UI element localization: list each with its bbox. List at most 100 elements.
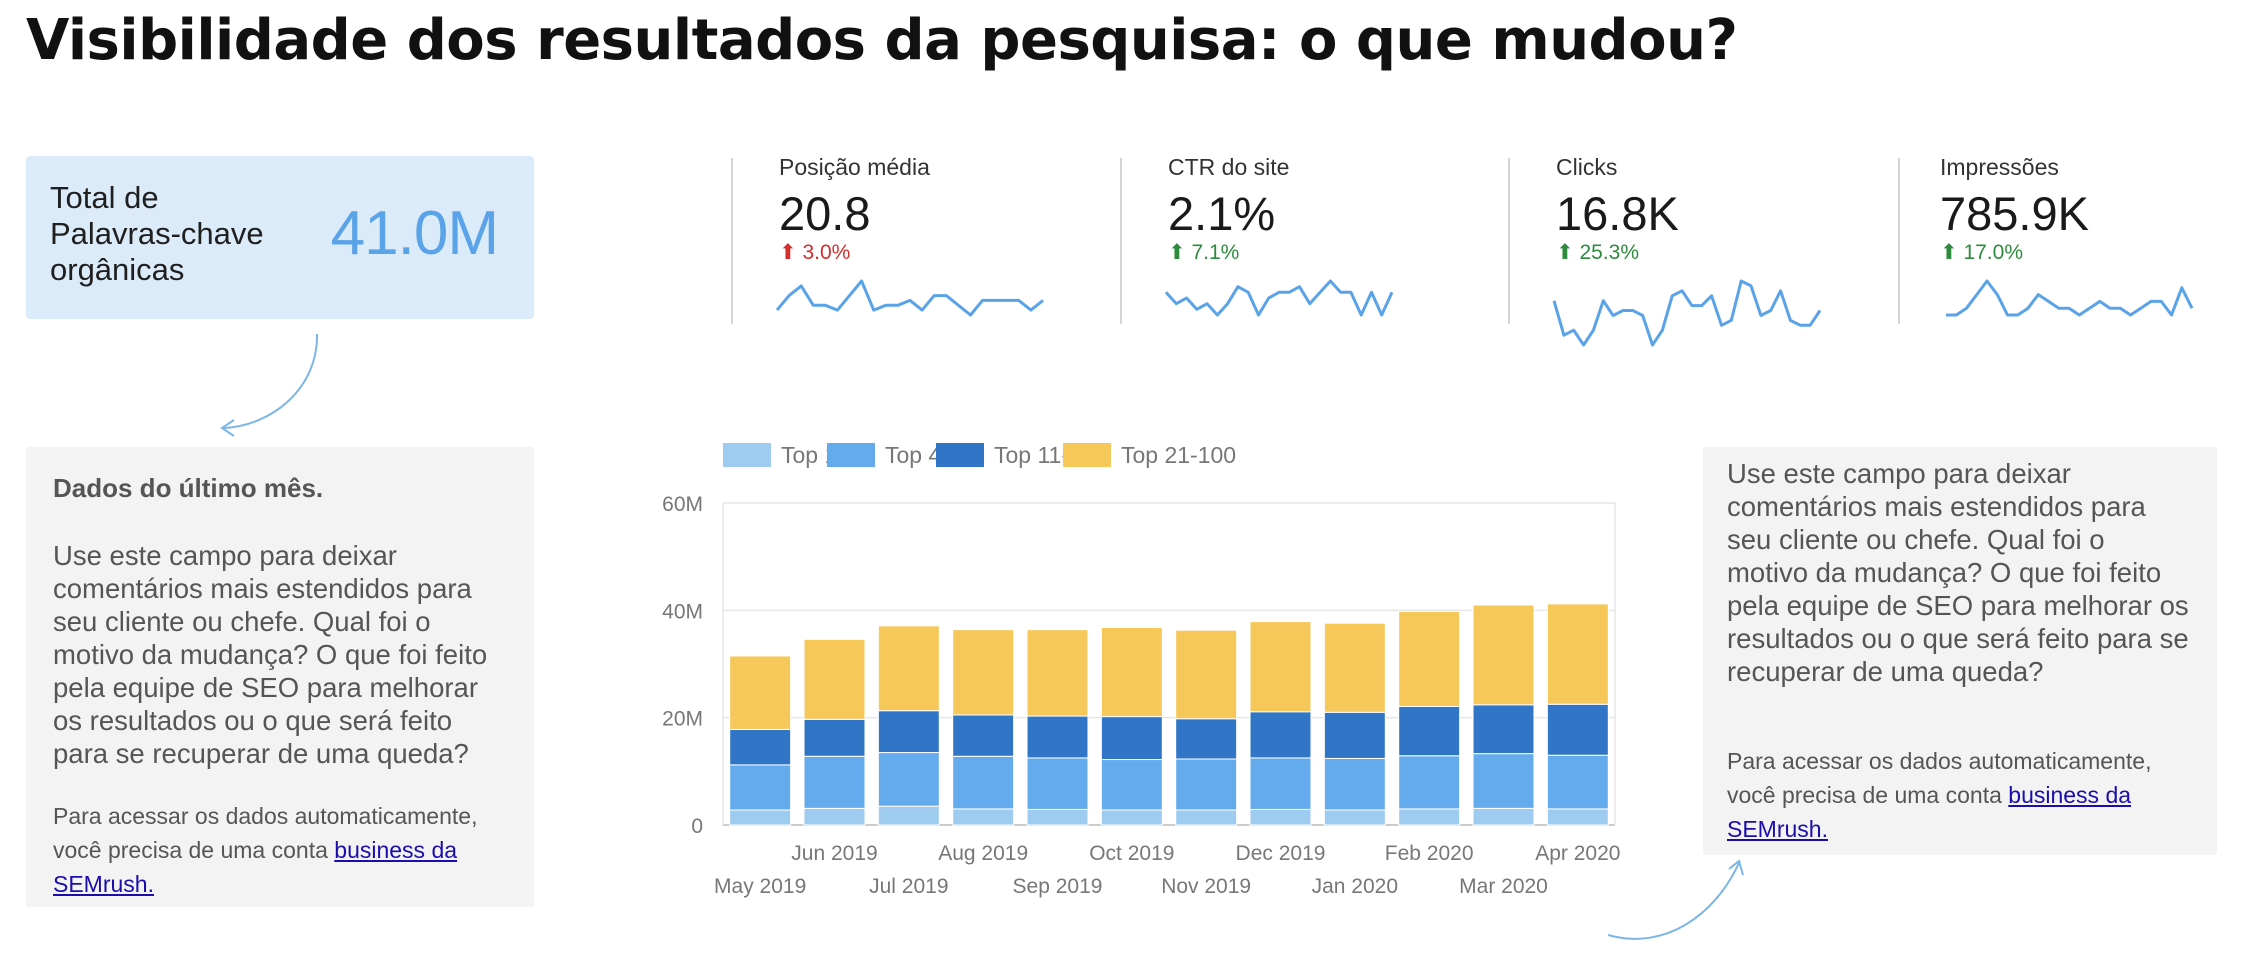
x-tick-label: Dec 2019 bbox=[1236, 842, 1326, 865]
bar-segment bbox=[1323, 809, 1386, 826]
metric-sparkline bbox=[1946, 279, 2194, 317]
note-heading: Dados do último mês. bbox=[53, 473, 324, 503]
bar-segment bbox=[1398, 755, 1461, 810]
bar-segment bbox=[1323, 757, 1386, 811]
metric-value: 2.1% bbox=[1168, 187, 1276, 240]
bar-segment bbox=[1249, 757, 1312, 810]
total-keywords-label: Total de Palavras-chave orgânicas bbox=[50, 180, 264, 287]
x-tick-label: Aug 2019 bbox=[938, 842, 1028, 865]
x-tick-label: Jun 2019 bbox=[791, 842, 877, 865]
x-tick-label: Oct 2019 bbox=[1089, 842, 1174, 865]
note-access-text: Para acessar os dados automaticamente, v… bbox=[1727, 748, 2152, 808]
metric-value: 16.8K bbox=[1556, 187, 1679, 240]
bar-segment bbox=[803, 718, 866, 757]
bar-segment bbox=[1398, 808, 1461, 826]
bar-segment bbox=[1472, 604, 1535, 706]
metric-site-ctr: CTR do site 2.1% ⬆ 7.1% bbox=[1120, 150, 1500, 330]
page-title: Visibilidade dos resultados da pesquisa:… bbox=[26, 8, 1738, 73]
note-access: Para acessar os dados automaticamente, v… bbox=[1727, 744, 2203, 846]
metric-change-value: 25.3% bbox=[1579, 241, 1639, 264]
bar-segment bbox=[1026, 629, 1089, 717]
bar-segment bbox=[1546, 754, 1609, 810]
metric-change: ⬆ 25.3% bbox=[1556, 240, 1639, 265]
curved-arrow-icon bbox=[1607, 859, 1744, 940]
metric-value: 785.9K bbox=[1940, 187, 2089, 240]
bar-segment bbox=[1546, 703, 1609, 756]
semrush-business-link[interactable]: business da SEMrush. bbox=[53, 837, 458, 897]
sparkline-line bbox=[1552, 279, 1822, 347]
arrow-up-icon: ⬆ bbox=[1168, 241, 1186, 264]
bar-segment bbox=[803, 755, 866, 809]
sparkline-line bbox=[1946, 279, 2194, 317]
legend-swatch bbox=[827, 443, 875, 467]
bar-segment bbox=[1398, 705, 1461, 757]
bar-segment bbox=[877, 752, 940, 807]
bar-segment bbox=[1100, 809, 1163, 826]
bar-segment bbox=[1472, 704, 1535, 755]
semrush-business-link[interactable]: business da SEMrush. bbox=[1727, 782, 2132, 842]
sparkline-line bbox=[775, 279, 1044, 317]
bar-segment bbox=[952, 755, 1015, 810]
bar-segment bbox=[1175, 809, 1238, 826]
bar-segment bbox=[1323, 622, 1386, 713]
metric-label: Posição média bbox=[779, 154, 930, 180]
metric-divider bbox=[1898, 158, 1900, 324]
bar-segment bbox=[1249, 808, 1312, 826]
metric-change: ⬆ 3.0% bbox=[779, 240, 850, 265]
note-access-text: Para acessar os dados automaticamente, v… bbox=[53, 803, 478, 863]
bar-segment bbox=[1546, 603, 1609, 705]
bar-segment bbox=[729, 764, 792, 811]
arrow-up-icon: ⬆ bbox=[1940, 241, 1958, 264]
note-access: Para acessar os dados automaticamente, v… bbox=[53, 799, 513, 901]
metric-average-position: Posição média 20.8 ⬆ 3.0% bbox=[731, 150, 1111, 330]
x-tick-label: Apr 2020 bbox=[1535, 842, 1620, 865]
bar-segment bbox=[729, 728, 792, 766]
bar-segment bbox=[1472, 753, 1535, 809]
note-right: Use este campo para deixar comentários m… bbox=[1703, 447, 2217, 855]
bar-segment bbox=[1249, 621, 1312, 713]
bar-segment bbox=[1100, 759, 1163, 811]
x-tick-label: Nov 2019 bbox=[1161, 875, 1251, 898]
bar-segment bbox=[729, 809, 792, 826]
metric-divider bbox=[731, 158, 733, 324]
bar-segment bbox=[1398, 610, 1461, 707]
note-body: Use este campo para deixar comentários m… bbox=[1727, 458, 2189, 687]
legend-swatch bbox=[936, 443, 984, 467]
bar-segment bbox=[1026, 715, 1089, 759]
note-body: Use este campo para deixar comentários m… bbox=[53, 540, 488, 769]
x-tick-label: Jan 2020 bbox=[1312, 875, 1398, 898]
bar-segment bbox=[952, 629, 1015, 716]
bar-segment bbox=[1175, 718, 1238, 760]
metric-label: CTR do site bbox=[1168, 154, 1290, 180]
bar-segment bbox=[952, 808, 1015, 826]
x-tick-label: Feb 2020 bbox=[1385, 842, 1474, 865]
legend-swatch bbox=[723, 443, 771, 467]
bar-segment bbox=[1175, 758, 1238, 811]
total-keywords-value: 41.0M bbox=[330, 199, 499, 268]
y-tick-label: 60M bbox=[662, 493, 703, 516]
metric-value: 20.8 bbox=[779, 187, 871, 240]
bar-segment bbox=[1026, 808, 1089, 826]
keywords-bar-chart: Top 1-3 Top 4-10 Top 11-20 Top 21-100 0 20M 4… bbox=[662, 442, 1620, 898]
y-tick-label: 0 bbox=[691, 815, 703, 838]
sparkline-line bbox=[1164, 279, 1394, 317]
bar-segment bbox=[1175, 629, 1238, 720]
chart-legend: Top 1-3 Top 4-10 Top 11-20 Top 21-100 bbox=[723, 442, 1236, 468]
metric-label: Impressões bbox=[1940, 154, 2059, 180]
metric-divider bbox=[1120, 158, 1122, 324]
bar-segment bbox=[1323, 711, 1386, 759]
arrow-up-icon: ⬆ bbox=[1556, 241, 1574, 264]
metric-change: ⬆ 7.1% bbox=[1168, 240, 1239, 265]
curved-arrow-icon bbox=[220, 333, 319, 437]
bar-segment bbox=[1249, 711, 1312, 759]
legend-swatch bbox=[1063, 443, 1111, 467]
bar-segment bbox=[1100, 716, 1163, 761]
chart-bars bbox=[729, 603, 1609, 826]
metric-sparkline bbox=[1164, 279, 1394, 317]
metric-label: Clicks bbox=[1556, 154, 1618, 180]
x-tick-label: Jul 2019 bbox=[869, 875, 948, 898]
x-tick-label: Sep 2019 bbox=[1013, 875, 1103, 898]
legend-label: Top 21-100 bbox=[1121, 442, 1236, 468]
arrow-up-icon: ⬆ bbox=[779, 241, 797, 264]
chart-grid bbox=[722, 502, 1616, 826]
